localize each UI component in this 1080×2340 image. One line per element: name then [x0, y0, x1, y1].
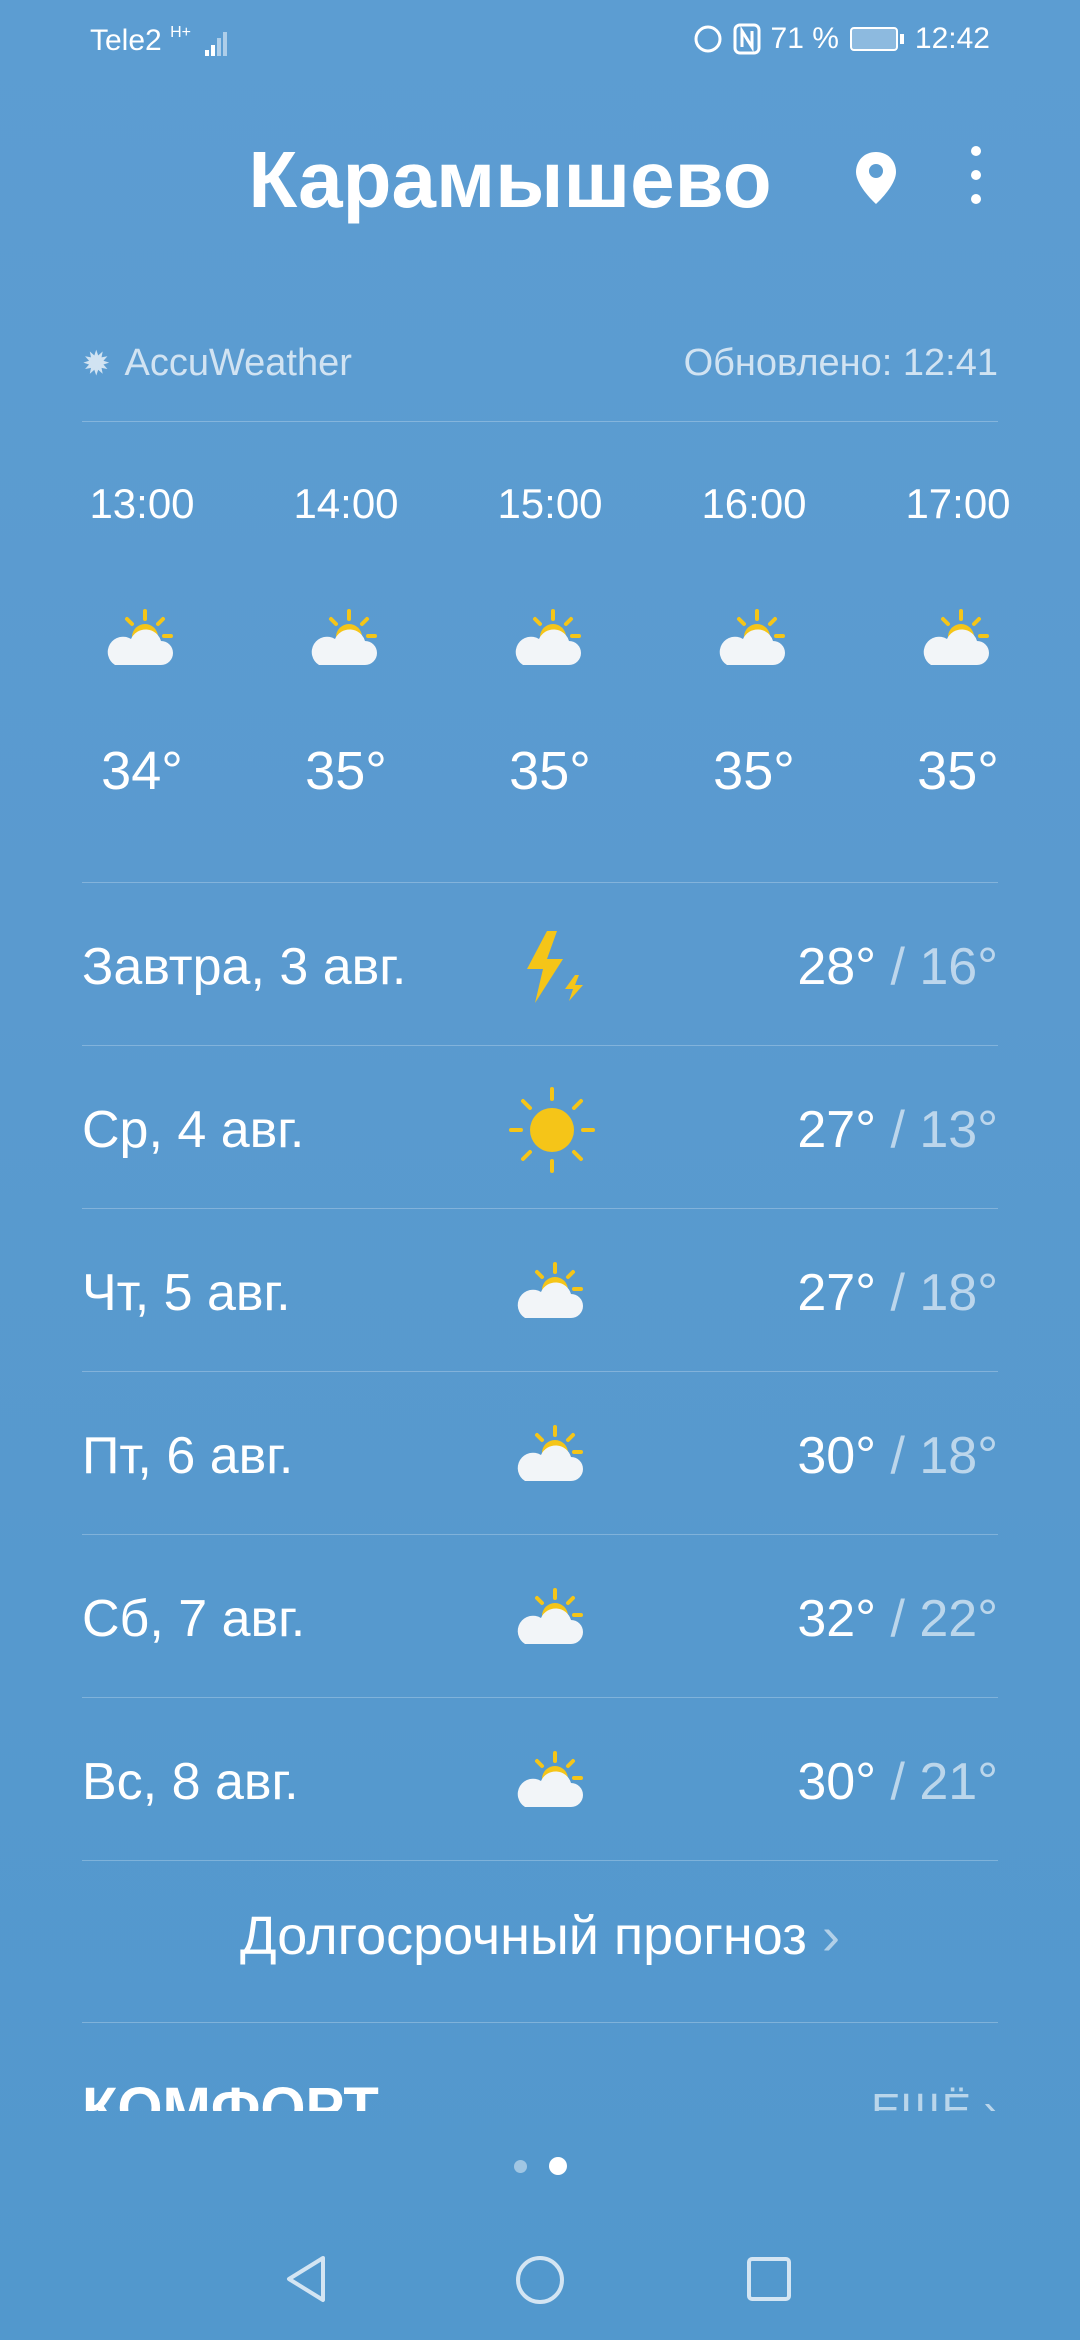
hourly-item: 13:00 34° [40, 480, 244, 802]
divider [82, 1697, 998, 1698]
partly-sunny-icon [513, 609, 583, 667]
divider [82, 1371, 998, 1372]
low-temp: / 22° [890, 1589, 998, 1648]
partly-sunny-icon [105, 609, 175, 667]
hour-temp: 34° [101, 741, 183, 801]
partly-sunny-icon [515, 1750, 585, 1809]
long-term-forecast-link[interactable]: Долгосрочный прогноз › [0, 1905, 1080, 1967]
clock: 12:42 [914, 22, 990, 55]
partly-sunny-icon [515, 1261, 585, 1320]
nfc-icon [733, 23, 761, 55]
page-indicator [0, 2157, 1080, 2175]
hour-time: 15:00 [497, 480, 603, 527]
daily-row[interactable]: Пт, 6 авг. 30° / 18° [82, 1374, 998, 1537]
source-row: ✹ AccuWeather Обновлено: 12:41 [82, 338, 998, 388]
updated-time: Обновлено: 12:41 [683, 341, 998, 384]
low-temp: / 21° [890, 1752, 998, 1811]
network-type: H+ [170, 24, 191, 41]
day-label: Завтра, 3 авг. [82, 937, 407, 996]
hour-time: 13:00 [89, 480, 195, 527]
provider[interactable]: ✹ AccuWeather [82, 342, 352, 385]
divider [82, 1860, 998, 1861]
day-label: Пт, 6 авг. [82, 1426, 294, 1485]
hourly-forecast: 13:00 34° 14:00 35° 15:00 35° 16:00 35° 17:0… [40, 480, 1080, 802]
low-temp: / 18° [890, 1263, 998, 1322]
chevron-right-icon: › [983, 2085, 998, 2111]
recents-icon[interactable] [746, 2256, 792, 2302]
hourly-item: 16:00 35° [652, 480, 856, 802]
day-label: Вс, 8 авг. [82, 1752, 299, 1811]
status-bar: Tele2 H+ 71 % 12:42 [0, 0, 1080, 84]
high-temp: 27° [797, 1100, 877, 1159]
home-icon[interactable] [514, 2254, 566, 2306]
high-temp: 32° [797, 1589, 877, 1648]
high-temp: 30° [797, 1426, 877, 1485]
partly-sunny-icon [717, 609, 787, 667]
chevron-right-icon: › [821, 1906, 840, 1966]
partly-sunny-icon [515, 1587, 585, 1646]
thunder-icon [527, 930, 583, 1003]
low-temp: / 16° [890, 937, 998, 996]
page-dot-active[interactable] [548, 2157, 567, 2175]
divider [82, 882, 998, 883]
provider-name: AccuWeather [124, 341, 352, 384]
hourly-item: 14:00 35° [244, 480, 448, 802]
city-title[interactable]: Карамышево [0, 128, 1080, 226]
daily-row[interactable]: Чт, 5 авг. 27° / 18° [82, 1211, 998, 1374]
divider [82, 1534, 998, 1535]
battery-icon [849, 27, 904, 51]
low-temp: / 18° [890, 1426, 998, 1485]
battery-percent: 71 % [770, 22, 839, 55]
accuweather-sun-icon: ✹ [82, 344, 111, 383]
back-icon[interactable] [283, 2254, 331, 2304]
page-dot[interactable] [513, 2159, 527, 2173]
daily-row[interactable]: Ср, 4 авг. 27° / 13° [82, 1048, 998, 1211]
divider [82, 1208, 998, 1209]
carrier: Tele2 H+ [90, 24, 229, 58]
divider [82, 1045, 998, 1046]
hour-temp: 35° [305, 741, 387, 801]
sunny-icon [509, 1086, 595, 1173]
comfort-title: КОМФОРТ [82, 2076, 379, 2111]
carrier-label: Tele2 [90, 24, 162, 57]
city-name: Карамышево [248, 134, 772, 224]
high-temp: 28° [797, 937, 877, 996]
low-temp: / 13° [890, 1100, 998, 1159]
long-term-forecast-label: Долгосрочный прогноз [240, 1906, 807, 1966]
day-label: Сб, 7 авг. [82, 1589, 306, 1648]
daily-row[interactable]: Завтра, 3 авг. 28° / 16° [82, 885, 998, 1048]
hour-temp: 35° [917, 741, 999, 801]
partly-sunny-icon [515, 1424, 585, 1483]
day-label: Чт, 5 авг. [82, 1263, 291, 1322]
comfort-section[interactable]: КОМФОРТ ЕЩЁ › [82, 2075, 998, 2111]
high-temp: 27° [797, 1263, 877, 1322]
location-pin-icon [856, 152, 896, 204]
more-menu-button[interactable] [966, 146, 986, 206]
hour-temp: 35° [713, 741, 795, 801]
data-saver-icon [694, 25, 722, 53]
hour-time: 14:00 [293, 480, 399, 527]
hourly-item: 15:00 35° [448, 480, 652, 802]
signal-icon [205, 32, 228, 56]
partly-sunny-icon [921, 609, 991, 667]
high-temp: 30° [797, 1752, 877, 1811]
daily-row[interactable]: Вс, 8 авг. 30° / 21° [82, 1700, 998, 1863]
hour-time: 17:00 [905, 480, 1011, 527]
day-label: Ср, 4 авг. [82, 1100, 305, 1159]
partly-sunny-icon [309, 609, 379, 667]
hour-temp: 35° [509, 741, 591, 801]
comfort-more: ЕЩЁ [871, 2085, 972, 2111]
hour-time: 16:00 [701, 480, 807, 527]
daily-row[interactable]: Сб, 7 авг. 32° / 22° [82, 1537, 998, 1700]
hourly-item: 17:00 35° [856, 480, 1060, 802]
divider [82, 421, 998, 422]
divider [82, 2022, 998, 2023]
navigation-bar [0, 2238, 1080, 2318]
